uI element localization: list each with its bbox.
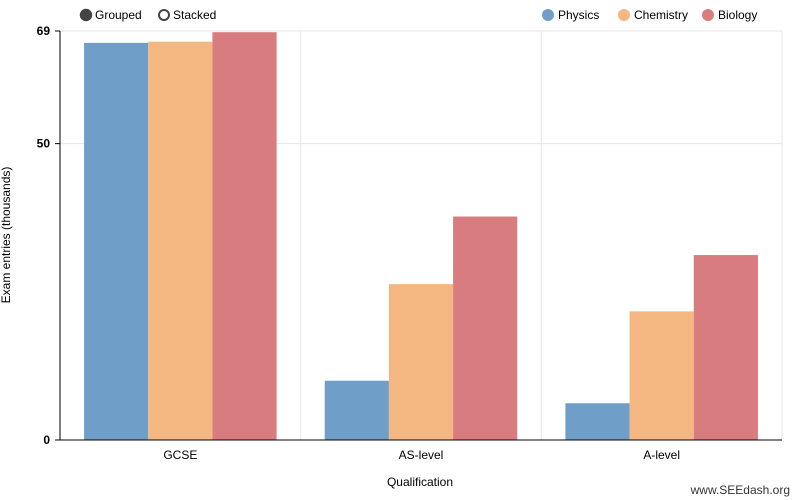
bar-chemistry-a-level [629, 311, 694, 440]
x-tick-label: GCSE [163, 448, 197, 462]
bar-physics-as-level [324, 380, 389, 440]
y-tick-label: 69 [37, 24, 51, 38]
legend-swatch [542, 9, 554, 21]
x-axis-title: Qualification [387, 475, 453, 489]
y-tick-labels: 0 50 69 [37, 24, 60, 447]
bar-chemistry-as-level [388, 284, 454, 440]
radio-selected-icon [79, 8, 93, 22]
bar-biology-gcse [212, 32, 277, 440]
y-tick-label: 0 [43, 433, 50, 447]
radio-unselected-icon [158, 9, 170, 21]
mode-option-label: Stacked [173, 8, 216, 22]
bar-biology-a-level [693, 255, 758, 440]
x-tick-label: A-level [643, 448, 680, 462]
mode-option-label: Grouped [95, 8, 142, 22]
axes [59, 31, 782, 441]
legend-swatch [702, 9, 714, 21]
bar-physics-a-level [565, 403, 630, 440]
legend-item-chemistry[interactable]: Chemistry [618, 8, 688, 22]
y-axis-title: Exam entries (thousands) [0, 167, 13, 304]
legend-label: Chemistry [634, 8, 688, 22]
bar-biology-as-level [453, 216, 518, 440]
bar-chemistry-gcse [148, 41, 213, 441]
legend: Physics Chemistry Biology [542, 8, 757, 22]
bars [84, 32, 758, 441]
mode-option-stacked[interactable]: Stacked [158, 8, 216, 22]
legend-item-biology[interactable]: Biology [702, 8, 757, 22]
legend-item-physics[interactable]: Physics [542, 8, 599, 22]
y-tick-label: 50 [37, 137, 51, 151]
legend-swatch [618, 9, 630, 21]
legend-label: Biology [718, 8, 757, 22]
credit-text: www.SEEdash.org [690, 483, 790, 497]
legend-label: Physics [558, 8, 599, 22]
mode-option-grouped[interactable]: Grouped [79, 8, 142, 22]
bar-physics-gcse [84, 42, 149, 440]
x-tick-label: AS-level [399, 448, 444, 462]
x-tick-labels: GCSE AS-level A-level [163, 448, 680, 462]
